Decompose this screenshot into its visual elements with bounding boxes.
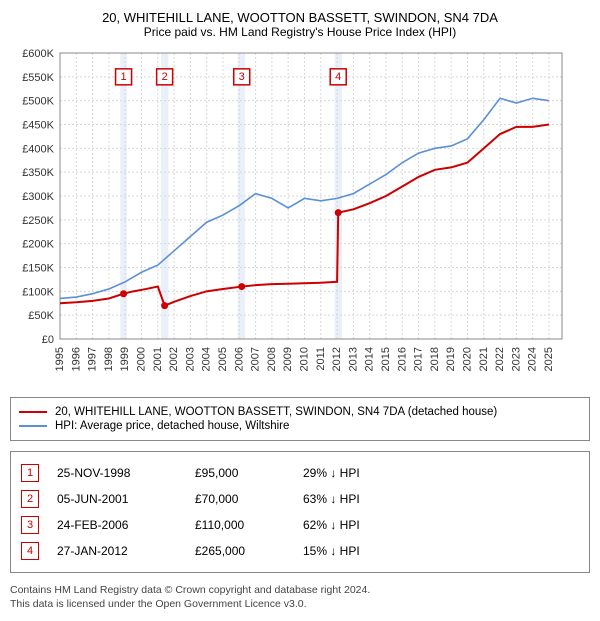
transaction-price: £110,000 xyxy=(195,518,285,532)
svg-text:2012: 2012 xyxy=(331,347,343,371)
svg-text:1: 1 xyxy=(121,71,127,83)
transaction-diff: 29% ↓ HPI xyxy=(303,466,403,480)
svg-text:2000: 2000 xyxy=(135,347,147,371)
svg-text:£400K: £400K xyxy=(22,143,54,155)
transaction-marker: 2 xyxy=(21,490,39,508)
transaction-marker: 1 xyxy=(21,464,39,482)
transaction-diff: 63% ↓ HPI xyxy=(303,492,403,506)
svg-text:2005: 2005 xyxy=(217,347,229,371)
svg-text:2011: 2011 xyxy=(315,347,327,371)
svg-text:£100K: £100K xyxy=(22,286,54,298)
svg-text:£600K: £600K xyxy=(22,48,54,60)
chart: £0 £50K £100K £150K £200K £250K £300K £350K £400… xyxy=(10,45,590,385)
svg-text:£150K: £150K xyxy=(22,263,54,275)
legend-swatch xyxy=(19,411,47,413)
transaction-date: 24-FEB-2006 xyxy=(57,518,177,532)
legend-swatch xyxy=(19,425,47,427)
svg-text:2002: 2002 xyxy=(168,347,180,371)
svg-text:2004: 2004 xyxy=(201,347,213,371)
svg-text:2: 2 xyxy=(162,71,168,83)
svg-text:£0: £0 xyxy=(42,334,54,346)
legend-label: 20, WHITEHILL LANE, WOOTTON BASSETT, SWI… xyxy=(55,406,497,418)
legend-item: HPI: Average price, detached house, Wilt… xyxy=(19,420,581,432)
svg-text:2016: 2016 xyxy=(396,347,408,371)
transaction-marker: 3 xyxy=(21,516,39,534)
transaction-diff: 62% ↓ HPI xyxy=(303,518,403,532)
svg-text:£550K: £550K xyxy=(22,72,54,84)
svg-text:4: 4 xyxy=(335,71,341,83)
svg-text:2013: 2013 xyxy=(347,347,359,371)
svg-text:£300K: £300K xyxy=(22,191,54,203)
svg-text:2020: 2020 xyxy=(461,347,473,371)
svg-text:2014: 2014 xyxy=(364,347,376,371)
svg-text:2007: 2007 xyxy=(250,347,262,371)
title-block: 20, WHITEHILL LANE, WOOTTON BASSETT, SWI… xyxy=(10,10,590,39)
svg-text:2006: 2006 xyxy=(233,347,245,371)
legend: 20, WHITEHILL LANE, WOOTTON BASSETT, SWI… xyxy=(10,397,590,441)
svg-text:£250K: £250K xyxy=(22,215,54,227)
footer-line-1: Contains HM Land Registry data © Crown c… xyxy=(10,583,590,597)
transaction-date: 05-JUN-2001 xyxy=(57,492,177,506)
svg-text:1995: 1995 xyxy=(54,347,66,371)
transaction-row: 4 27-JAN-2012 £265,000 15% ↓ HPI xyxy=(21,538,579,564)
transaction-date: 27-JAN-2012 xyxy=(57,544,177,558)
svg-text:2024: 2024 xyxy=(527,347,539,371)
transaction-row: 1 25-NOV-1998 £95,000 29% ↓ HPI xyxy=(21,460,579,486)
transaction-price: £70,000 xyxy=(195,492,285,506)
transaction-diff: 15% ↓ HPI xyxy=(303,544,403,558)
svg-text:2001: 2001 xyxy=(152,347,164,371)
svg-text:£450K: £450K xyxy=(22,120,54,132)
transaction-row: 2 05-JUN-2001 £70,000 63% ↓ HPI xyxy=(21,486,579,512)
transaction-row: 3 24-FEB-2006 £110,000 62% ↓ HPI xyxy=(21,512,579,538)
svg-text:2021: 2021 xyxy=(478,347,490,371)
legend-item: 20, WHITEHILL LANE, WOOTTON BASSETT, SWI… xyxy=(19,406,581,418)
chart-svg: £0 £50K £100K £150K £200K £250K £300K £350K £400… xyxy=(10,45,570,385)
transaction-price: £265,000 xyxy=(195,544,285,558)
transactions-table: 1 25-NOV-1998 £95,000 29% ↓ HPI 2 05-JUN-2001… xyxy=(10,451,590,573)
footer: Contains HM Land Registry data © Crown c… xyxy=(10,583,590,611)
svg-text:2023: 2023 xyxy=(510,347,522,371)
svg-text:2009: 2009 xyxy=(282,347,294,371)
transaction-marker: 4 xyxy=(21,542,39,560)
svg-text:2015: 2015 xyxy=(380,347,392,371)
footer-line-2: This data is licensed under the Open Gov… xyxy=(10,597,590,611)
svg-text:1997: 1997 xyxy=(87,347,99,371)
transaction-date: 25-NOV-1998 xyxy=(57,466,177,480)
svg-text:2017: 2017 xyxy=(413,347,425,371)
chart-subtitle: Price paid vs. HM Land Registry's House … xyxy=(10,25,590,39)
svg-text:2019: 2019 xyxy=(445,347,457,371)
svg-text:2008: 2008 xyxy=(266,347,278,371)
svg-text:2025: 2025 xyxy=(543,347,555,371)
svg-text:1999: 1999 xyxy=(119,347,131,371)
svg-text:£200K: £200K xyxy=(22,239,54,251)
svg-text:£500K: £500K xyxy=(22,96,54,108)
svg-text:1998: 1998 xyxy=(103,347,115,371)
chart-title: 20, WHITEHILL LANE, WOOTTON BASSETT, SWI… xyxy=(10,10,590,25)
svg-text:1996: 1996 xyxy=(70,347,82,371)
svg-text:2003: 2003 xyxy=(184,347,196,371)
svg-text:2018: 2018 xyxy=(429,347,441,371)
svg-text:£350K: £350K xyxy=(22,167,54,179)
svg-text:2022: 2022 xyxy=(494,347,506,371)
svg-text:£50K: £50K xyxy=(28,310,54,322)
transaction-price: £95,000 xyxy=(195,466,285,480)
svg-text:2010: 2010 xyxy=(298,347,310,371)
legend-label: HPI: Average price, detached house, Wilt… xyxy=(55,420,289,432)
svg-text:3: 3 xyxy=(239,71,245,83)
